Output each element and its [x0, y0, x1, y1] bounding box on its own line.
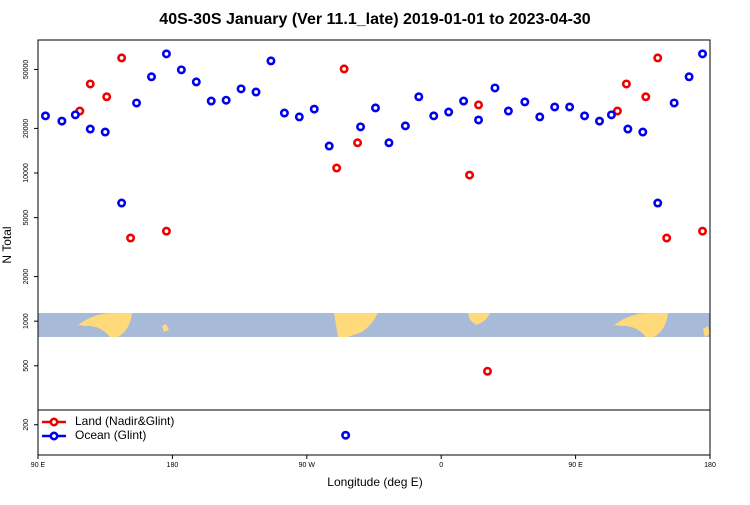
- point: [176, 65, 186, 75]
- point: [146, 72, 156, 82]
- point: [309, 104, 319, 114]
- point: [100, 127, 110, 137]
- point: [400, 121, 410, 131]
- point: [565, 102, 575, 112]
- point: [236, 84, 246, 94]
- point: [161, 226, 171, 236]
- point: [669, 98, 679, 108]
- point: [653, 53, 663, 63]
- point: [266, 56, 276, 66]
- point: [332, 163, 342, 173]
- point: [474, 115, 484, 125]
- x-tick-label: 0: [439, 462, 443, 469]
- point: [621, 79, 631, 89]
- point: [465, 170, 475, 180]
- legend-marker: [49, 431, 59, 441]
- x-tick-label: 180: [704, 462, 716, 469]
- point: [40, 111, 50, 121]
- point: [339, 64, 349, 74]
- point: [482, 366, 492, 376]
- x-tick-label: 90 E: [568, 462, 583, 469]
- point: [384, 138, 394, 148]
- y-tick-label: 10000: [23, 163, 30, 183]
- x-tick-label: 180: [167, 462, 179, 469]
- legend-label: Ocean (Glint): [75, 428, 146, 442]
- point: [57, 116, 67, 126]
- point: [684, 72, 694, 82]
- point: [606, 110, 616, 120]
- point: [474, 100, 484, 110]
- x-tick-label: 90 W: [299, 462, 316, 469]
- point: [503, 106, 513, 116]
- point: [356, 122, 366, 132]
- plot-frame: [37, 39, 711, 456]
- point: [653, 198, 663, 208]
- point: [612, 106, 622, 116]
- point: [698, 226, 708, 236]
- point: [102, 92, 112, 102]
- point: [294, 112, 304, 122]
- y-tick-label: 1000: [23, 313, 30, 329]
- point: [594, 116, 604, 126]
- point: [641, 92, 651, 102]
- point: [85, 124, 95, 134]
- point: [370, 103, 380, 113]
- point: [550, 102, 560, 112]
- point: [444, 107, 454, 117]
- point: [85, 79, 95, 89]
- y-tick-label: 500: [23, 360, 30, 372]
- point: [132, 98, 142, 108]
- point: [520, 97, 530, 107]
- point: [535, 112, 545, 122]
- point: [698, 49, 708, 59]
- point: [662, 233, 672, 243]
- point: [341, 430, 351, 440]
- point: [206, 96, 216, 106]
- x-tick-label: 90 E: [31, 462, 46, 469]
- point: [429, 111, 439, 121]
- legend-marker: [49, 417, 59, 427]
- point: [221, 95, 231, 105]
- point: [623, 124, 633, 134]
- point: [161, 49, 171, 59]
- point: [459, 96, 469, 106]
- y-tick-label: 2000: [23, 269, 30, 285]
- y-tick-label: 200: [23, 419, 30, 431]
- y-tick-label: 5000: [23, 210, 30, 226]
- chart-title: 40S-30S January (Ver 11.1_late) 2019-01-…: [159, 11, 590, 28]
- point: [191, 77, 201, 87]
- point: [324, 141, 334, 151]
- y-axis-label: N Total: [0, 226, 14, 263]
- point: [70, 110, 80, 120]
- map-strip: [38, 312, 710, 337]
- point: [126, 233, 136, 243]
- point: [490, 83, 500, 93]
- point: [251, 87, 261, 97]
- point: [580, 111, 590, 121]
- point: [279, 108, 289, 118]
- y-tick-label: 20000: [23, 119, 30, 139]
- point: [414, 92, 424, 102]
- point: [117, 198, 127, 208]
- point: [638, 127, 648, 137]
- point: [353, 138, 363, 148]
- legend-label: Land (Nadir&Glint): [75, 414, 174, 428]
- point: [117, 53, 127, 63]
- x-axis-label: Longitude (deg E): [327, 475, 422, 489]
- y-tick-label: 50000: [23, 60, 30, 80]
